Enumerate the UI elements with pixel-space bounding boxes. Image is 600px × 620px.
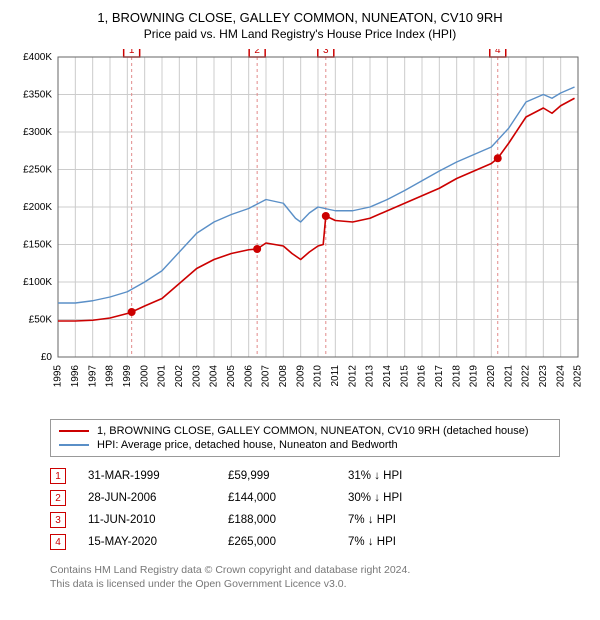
transaction-marker: 1 [50, 468, 66, 484]
legend-swatch [59, 430, 89, 432]
svg-text:1999: 1999 [122, 365, 133, 388]
transaction-marker: 3 [50, 512, 66, 528]
transaction-date: 31-MAR-1999 [88, 470, 228, 482]
svg-text:2009: 2009 [295, 365, 306, 388]
transaction-diff: 30% ↓ HPI [348, 492, 488, 504]
svg-text:2014: 2014 [382, 365, 393, 388]
transaction-price: £265,000 [228, 536, 348, 548]
svg-text:1: 1 [129, 49, 135, 56]
title-address: 1, BROWNING CLOSE, GALLEY COMMON, NUNEAT… [10, 10, 590, 25]
svg-text:2003: 2003 [191, 365, 202, 388]
transaction-marker: 4 [50, 534, 66, 550]
transaction-price: £59,999 [228, 470, 348, 482]
svg-text:3: 3 [323, 49, 329, 56]
svg-text:2004: 2004 [209, 365, 220, 388]
footer-attribution: Contains HM Land Registry data © Crown c… [50, 563, 590, 591]
svg-text:2: 2 [254, 49, 260, 56]
svg-text:2024: 2024 [555, 365, 566, 388]
transaction-diff: 7% ↓ HPI [348, 536, 488, 548]
transaction-marker: 2 [50, 490, 66, 506]
svg-text:£150K: £150K [23, 240, 52, 251]
transaction-date: 11-JUN-2010 [88, 514, 228, 526]
svg-text:2022: 2022 [521, 365, 532, 388]
svg-text:£300K: £300K [23, 127, 52, 138]
svg-text:£0: £0 [41, 352, 53, 363]
legend-item: 1, BROWNING CLOSE, GALLEY COMMON, NUNEAT… [59, 424, 551, 438]
svg-text:1998: 1998 [105, 365, 116, 388]
table-row: 1 31-MAR-1999£59,99931% ↓ HPI [50, 465, 590, 487]
svg-text:4: 4 [495, 49, 501, 56]
transaction-diff: 31% ↓ HPI [348, 470, 488, 482]
table-row: 4 15-MAY-2020£265,0007% ↓ HPI [50, 531, 590, 553]
svg-text:£400K: £400K [23, 52, 52, 63]
svg-text:2000: 2000 [139, 365, 150, 388]
transaction-price: £188,000 [228, 514, 348, 526]
chart-title-block: 1, BROWNING CLOSE, GALLEY COMMON, NUNEAT… [10, 10, 590, 41]
svg-text:£50K: £50K [29, 315, 53, 326]
transaction-diff: 7% ↓ HPI [348, 514, 488, 526]
transaction-date: 28-JUN-2006 [88, 492, 228, 504]
svg-text:2006: 2006 [243, 365, 254, 388]
footer-line2: This data is licensed under the Open Gov… [50, 577, 590, 591]
svg-text:2001: 2001 [157, 365, 168, 388]
table-row: 2 28-JUN-2006£144,00030% ↓ HPI [50, 487, 590, 509]
svg-text:1995: 1995 [53, 365, 64, 388]
title-subtitle: Price paid vs. HM Land Registry's House … [10, 27, 590, 41]
svg-text:2010: 2010 [313, 365, 324, 388]
legend-swatch [59, 444, 89, 446]
svg-text:£250K: £250K [23, 165, 52, 176]
svg-text:1996: 1996 [70, 365, 81, 388]
legend: 1, BROWNING CLOSE, GALLEY COMMON, NUNEAT… [50, 419, 560, 457]
svg-text:2011: 2011 [330, 365, 341, 387]
svg-text:2025: 2025 [573, 365, 584, 388]
transaction-date: 15-MAY-2020 [88, 536, 228, 548]
svg-text:2020: 2020 [486, 365, 497, 388]
legend-label: 1, BROWNING CLOSE, GALLEY COMMON, NUNEAT… [97, 425, 529, 437]
svg-text:2008: 2008 [278, 365, 289, 388]
price-chart: £0 £50K £100K £150K £200K £250K £300K £350K £400… [10, 49, 590, 409]
svg-text:2019: 2019 [469, 365, 480, 388]
svg-text:£350K: £350K [23, 90, 52, 101]
svg-text:2013: 2013 [365, 365, 376, 388]
svg-text:2023: 2023 [538, 365, 549, 388]
svg-text:2017: 2017 [434, 365, 445, 388]
legend-item: HPI: Average price, detached house, Nune… [59, 438, 551, 452]
legend-label: HPI: Average price, detached house, Nune… [97, 439, 398, 451]
svg-text:2007: 2007 [261, 365, 272, 388]
svg-text:2016: 2016 [417, 365, 428, 388]
svg-text:2002: 2002 [174, 365, 185, 388]
table-row: 3 11-JUN-2010£188,0007% ↓ HPI [50, 509, 590, 531]
svg-text:1997: 1997 [87, 365, 98, 388]
svg-text:2021: 2021 [503, 365, 514, 388]
svg-text:2005: 2005 [226, 365, 237, 388]
svg-text:2012: 2012 [347, 365, 358, 388]
svg-text:2018: 2018 [451, 365, 462, 388]
transaction-table: 1 31-MAR-1999£59,99931% ↓ HPI 2 28-JUN-2006… [50, 465, 590, 553]
footer-line1: Contains HM Land Registry data © Crown c… [50, 563, 590, 577]
svg-text:£200K: £200K [23, 202, 52, 213]
svg-text:2015: 2015 [399, 365, 410, 388]
transaction-price: £144,000 [228, 492, 348, 504]
svg-text:£100K: £100K [23, 277, 52, 288]
